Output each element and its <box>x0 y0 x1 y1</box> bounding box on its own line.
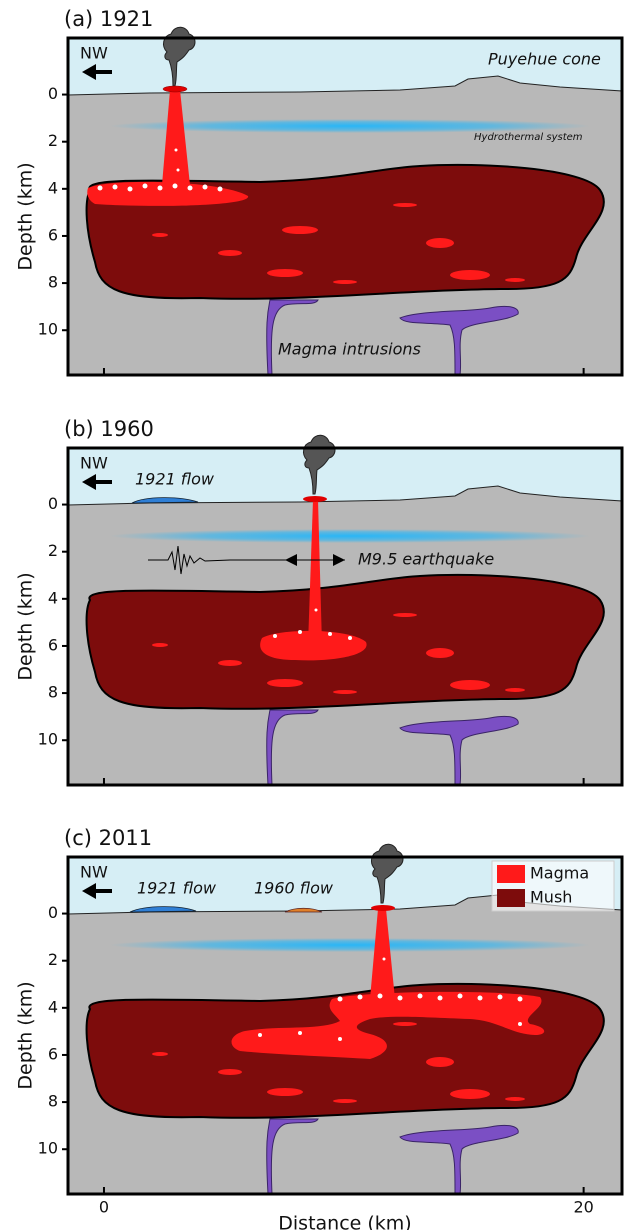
y-tick-label: 4 <box>48 588 58 607</box>
y-tick-label: 4 <box>48 178 58 197</box>
y-tick-label: 0 <box>48 84 58 103</box>
y-axis-label: Depth (km) <box>15 981 37 1089</box>
cone-label: Puyehue cone <box>488 50 601 69</box>
y-tick-label: 0 <box>48 903 58 922</box>
x-tick-label: 20 <box>573 1198 593 1217</box>
flow-label: 1960 flow <box>254 879 334 898</box>
y-tick-label: 8 <box>48 273 58 292</box>
y-tick-label: 6 <box>48 635 58 654</box>
earthquake-label: M9.5 earthquake <box>358 550 494 569</box>
panel-a: (a) 1921 NW Puyehue cone Hydrothermal sy… <box>15 7 623 375</box>
y-axis-label: Depth (km) <box>15 572 37 680</box>
direction-label: NW <box>80 44 108 63</box>
y-tick-label: 4 <box>48 997 58 1016</box>
y-tick-label: 6 <box>48 225 58 244</box>
panel-title: (b) 1960 <box>64 417 154 441</box>
panel-c: (c) 2011 NW 1921 flow 1960 flow Magma Mus… <box>15 826 623 1230</box>
hydrothermal-label: Hydrothermal system <box>474 132 583 143</box>
direction-label: NW <box>80 863 108 882</box>
flow-label: 1921 flow <box>137 879 217 898</box>
y-tick-label: 8 <box>48 683 58 702</box>
flow-label: 1921 flow <box>135 470 215 489</box>
y-tick-label: 8 <box>48 1092 58 1111</box>
y-tick-label: 10 <box>38 320 58 339</box>
y-axis-label: Depth (km) <box>15 162 37 270</box>
y-tick-label: 2 <box>48 541 58 560</box>
panel-title: (a) 1921 <box>64 7 153 31</box>
panel-title: (c) 2011 <box>64 826 152 850</box>
y-tick-label: 0 <box>48 494 58 513</box>
x-tick-label: 0 <box>99 1198 109 1217</box>
legend: Magma Mush <box>492 861 614 911</box>
y-tick-label: 6 <box>48 1044 58 1063</box>
legend-swatch <box>497 865 525 883</box>
y-tick-label: 10 <box>38 1139 58 1158</box>
legend-label: Magma <box>530 864 589 883</box>
legend-label: Mush <box>530 888 572 907</box>
y-tick-label: 2 <box>48 950 58 969</box>
direction-label: NW <box>80 454 108 473</box>
legend-swatch <box>497 889 525 907</box>
panel-b: (b) 1960 NW 1921 flow M9.5 earthquake 0 2… <box>15 417 623 785</box>
y-tick-label: 10 <box>38 730 58 749</box>
intrusions-label: Magma intrusions <box>278 340 421 359</box>
y-tick-label: 2 <box>48 131 58 150</box>
x-axis-label: Distance (km) <box>278 1213 411 1230</box>
figure: (a) 1921 NW Puyehue cone Hydrothermal sy… <box>0 0 628 1230</box>
